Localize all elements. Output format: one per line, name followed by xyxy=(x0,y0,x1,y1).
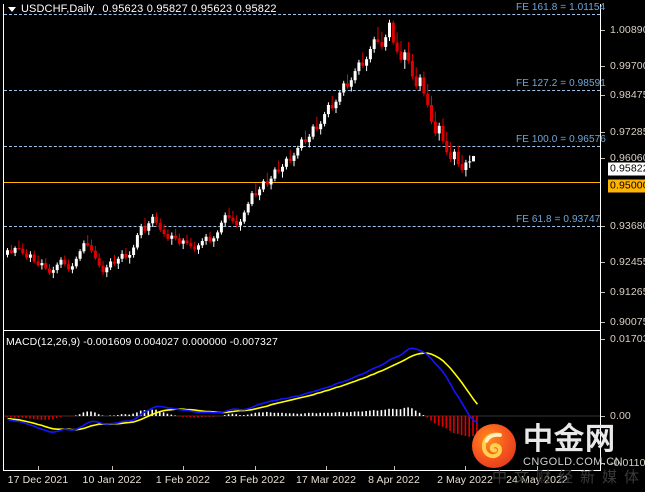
chart-left-border xyxy=(3,4,4,470)
date-tick xyxy=(537,466,538,470)
axis-tick xyxy=(601,30,605,31)
date-axis-label: 8 Apr 2022 xyxy=(368,474,420,486)
date-tick xyxy=(465,466,466,470)
date-axis-label: 24 May 2022 xyxy=(506,474,568,486)
pane-separator xyxy=(3,330,601,331)
axis-tick xyxy=(601,322,605,323)
price-axis-label: 0.98475 xyxy=(610,89,645,101)
date-tick xyxy=(183,466,184,470)
fib-level-line[interactable] xyxy=(4,226,600,227)
price-level-label: 0.95000 xyxy=(608,179,645,193)
chevron-down-icon[interactable] xyxy=(8,6,16,12)
price-axis-label: 0.99700 xyxy=(610,60,645,72)
symbol-header: USDCHF,Daily 0.95623 0.95827 0.95623 0.9… xyxy=(6,3,277,15)
price-axis-label: 0.97285 xyxy=(610,126,645,138)
axis-tick xyxy=(601,95,605,96)
date-axis-label: 17 Mar 2022 xyxy=(295,474,357,486)
chart-bottom-border xyxy=(3,470,601,471)
date-tick xyxy=(38,466,39,470)
price-axis-label: 0.92455 xyxy=(610,256,645,268)
price-axis-label: 0.93680 xyxy=(610,220,645,232)
axis-tick xyxy=(601,132,605,133)
macd-axis-label: 0.00 xyxy=(610,410,631,422)
macd-axis-label: 0.017033 xyxy=(610,333,645,345)
date-tick xyxy=(112,466,113,470)
date-axis-label: 1 Feb 2022 xyxy=(155,474,211,486)
axis-tick xyxy=(601,339,605,340)
chart-right-border xyxy=(600,4,601,470)
fib-level-line[interactable] xyxy=(4,14,600,15)
axis-tick xyxy=(601,463,605,464)
date-axis-label: 17 Dec 2021 xyxy=(7,474,69,486)
date-tick xyxy=(326,466,327,470)
fib-level-label: FE 127.2 = 0.98591 xyxy=(516,78,606,89)
fib-level-label: FE 100.0 = 0.96576 xyxy=(516,134,606,145)
axis-tick xyxy=(601,416,605,417)
price-level-line xyxy=(4,182,600,183)
price-axis-label: 0.96060 xyxy=(610,152,645,164)
price-axis-label: 0.90075 xyxy=(610,316,645,328)
date-axis-label: 2 May 2022 xyxy=(437,474,493,486)
current-price-label: 0.95822 xyxy=(608,162,645,176)
fib-level-label: FE 161.8 = 1.01154 xyxy=(516,2,606,13)
fib-level-line[interactable] xyxy=(4,90,600,91)
macd-axis-label: -0.011018 xyxy=(610,457,645,469)
price-axis-label: 0.91265 xyxy=(610,286,645,298)
axis-tick xyxy=(601,262,605,263)
date-tick xyxy=(394,466,395,470)
price-axis-label: 1.00890 xyxy=(610,24,645,36)
symbol-label: USDCHF,Daily xyxy=(21,3,95,15)
axis-tick xyxy=(601,226,605,227)
axis-tick xyxy=(601,158,605,159)
axis-tick xyxy=(601,66,605,67)
date-tick xyxy=(255,466,256,470)
macd-header-label: MACD(12,26,9) -0.001609 0.004027 0.00000… xyxy=(6,336,278,348)
axis-tick xyxy=(601,292,605,293)
fib-level-label: FE 61.8 = 0.93747 xyxy=(516,214,601,225)
ohlc-values: 0.95623 0.95827 0.95623 0.95822 xyxy=(102,3,277,15)
date-axis-label: 10 Jan 2022 xyxy=(82,474,142,486)
date-axis-label: 23 Feb 2022 xyxy=(224,474,286,486)
